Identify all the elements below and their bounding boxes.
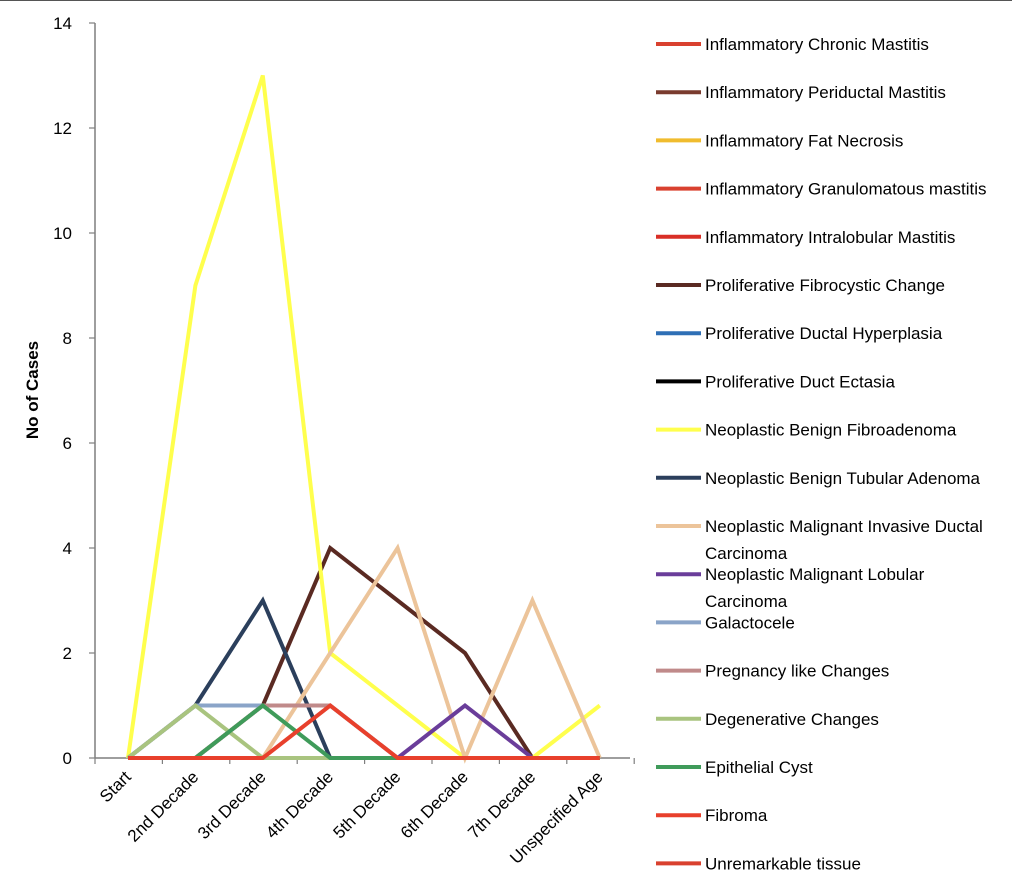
series-line-neoplastic-benign-fibroadenoma <box>126 74 602 760</box>
legend-label: Neoplastic Malignant Lobular Carcinoma <box>705 565 925 611</box>
legend-label: Galactocele <box>705 613 795 632</box>
legend-label: Unremarkable tissue <box>705 854 861 873</box>
y-tick-label: 12 <box>53 119 72 138</box>
x-tick-label: 5th Decade <box>330 767 405 842</box>
legend-label: Inflammatory Fat Necrosis <box>705 131 903 150</box>
series-line-proliferative-fibrocystic-change <box>128 544 600 760</box>
legend-label: Fibroma <box>705 806 768 825</box>
legend-label: Neoplastic Benign Tubular Adenoma <box>705 469 981 488</box>
x-tick-label: 4th Decade <box>262 767 337 842</box>
series-line-fibroma <box>128 702 600 760</box>
legend-label: Neoplastic Benign Fibroadenoma <box>705 421 957 440</box>
y-tick-label: 8 <box>63 329 72 348</box>
y-tick-label: 0 <box>63 749 72 768</box>
legend-label: Inflammatory Intralobular Mastitis <box>705 228 955 247</box>
legend-label: Epithelial Cyst <box>705 758 813 777</box>
legend-label: Proliferative Fibrocystic Change <box>705 276 945 295</box>
legend-label: Degenerative Changes <box>705 710 879 729</box>
legend-label: Inflammatory Periductal Mastitis <box>705 83 946 102</box>
legend-label: Neoplastic Malignant Invasive Ductal Carc… <box>705 517 983 563</box>
x-tick-label: 3rd Decade <box>194 767 270 843</box>
legend-label: Inflammatory Chronic Mastitis <box>705 35 929 54</box>
y-tick-label: 2 <box>63 644 72 663</box>
x-tick-label: Start <box>96 767 135 806</box>
legend-label: Inflammatory Granulomatous mastitis <box>705 180 987 199</box>
top-border <box>0 0 1012 1</box>
legend-label: Proliferative Ductal Hyperplasia <box>705 324 943 343</box>
x-tick-label: 6th Decade <box>397 767 472 842</box>
legend-label: Pregnancy like Changes <box>705 662 889 681</box>
x-tick-label: 2nd Decade <box>124 767 202 845</box>
x-tick-label: 7th Decade <box>464 767 539 842</box>
y-axis-title: No of Cases <box>23 341 42 439</box>
y-tick-label: 4 <box>63 539 72 558</box>
y-tick-label: 6 <box>63 434 72 453</box>
legend-label: Proliferative Duct Ectasia <box>705 372 895 391</box>
y-tick-label: 14 <box>53 14 72 33</box>
series-line-neoplastic-malignant-invasive-ductal-carcinoma <box>128 543 602 764</box>
y-tick-label: 10 <box>53 224 72 243</box>
